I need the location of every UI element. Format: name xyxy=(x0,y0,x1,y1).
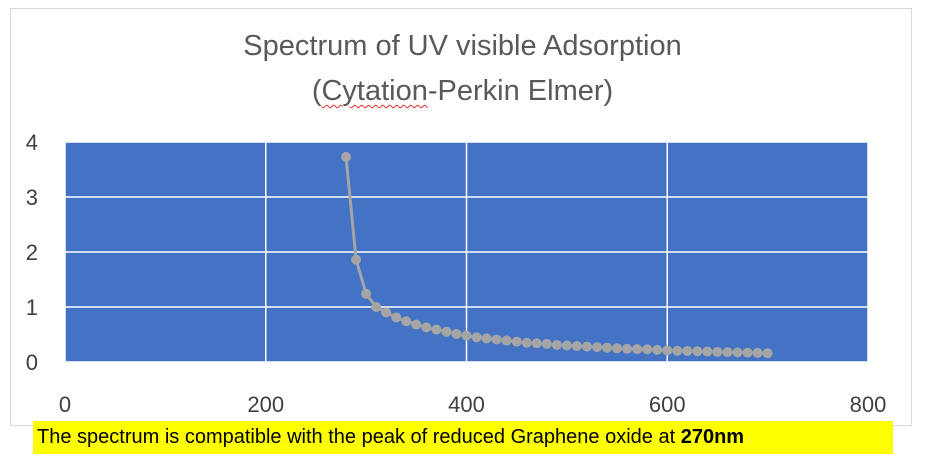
data-point xyxy=(692,346,703,357)
data-point xyxy=(401,316,412,327)
caption-banner: The spectrum is compatible with the peak… xyxy=(33,421,893,454)
caption-text: The spectrum is compatible with the peak… xyxy=(37,426,681,448)
title-rest: -Perkin Elmer) xyxy=(427,75,614,107)
data-point xyxy=(341,151,352,162)
data-point xyxy=(682,346,693,356)
data-point xyxy=(431,324,442,335)
data-point xyxy=(451,328,462,339)
data-point xyxy=(662,345,673,356)
data-point xyxy=(702,346,713,357)
data-point xyxy=(491,334,502,345)
data-point xyxy=(421,322,432,333)
data-point xyxy=(632,344,643,355)
data-point xyxy=(381,307,392,318)
y-tick-label: 2 xyxy=(26,240,38,265)
caption-bold: 270nm xyxy=(680,426,745,448)
x-tick-label: 600 xyxy=(649,392,686,417)
data-point xyxy=(672,345,683,356)
data-point xyxy=(642,344,653,355)
data-point xyxy=(391,312,402,323)
data-point xyxy=(742,347,753,358)
title-cytation: Cytation xyxy=(321,75,428,107)
x-tick-label: 400 xyxy=(448,392,485,417)
data-point xyxy=(531,338,542,349)
x-tick-label: 0 xyxy=(59,392,71,417)
data-point xyxy=(541,338,552,349)
data-point xyxy=(481,333,492,344)
chart-title-line1: Spectrum of UV visible Adsorption xyxy=(243,30,682,62)
data-point xyxy=(361,288,372,299)
data-point xyxy=(371,302,382,312)
data-point xyxy=(752,347,763,358)
data-point xyxy=(561,340,572,351)
data-point xyxy=(612,343,623,354)
x-tick-label: 800 xyxy=(850,392,887,417)
data-point xyxy=(521,337,532,348)
data-point xyxy=(461,330,472,341)
data-point xyxy=(762,348,773,359)
data-point xyxy=(591,342,602,353)
y-tick-label: 4 xyxy=(26,130,38,155)
data-point xyxy=(602,342,613,353)
title-paren: ( xyxy=(311,75,322,107)
data-point xyxy=(441,326,452,337)
y-tick-label: 3 xyxy=(26,185,38,210)
data-point xyxy=(581,341,592,352)
data-point xyxy=(712,346,723,357)
y-tick-label: 0 xyxy=(26,350,38,375)
data-point xyxy=(571,341,582,352)
data-point xyxy=(622,343,633,354)
data-point xyxy=(652,344,663,355)
data-point xyxy=(501,335,512,346)
x-tick-label: 200 xyxy=(247,392,284,417)
data-point xyxy=(471,332,482,343)
data-point xyxy=(411,319,422,330)
data-point xyxy=(511,336,522,347)
data-point xyxy=(551,339,562,350)
chart-title-line2: (Cytation-Perkin Elmer) xyxy=(0,75,925,108)
y-tick-label: 1 xyxy=(26,295,38,320)
data-point xyxy=(722,347,733,358)
data-point xyxy=(732,347,743,358)
data-point xyxy=(351,254,362,265)
